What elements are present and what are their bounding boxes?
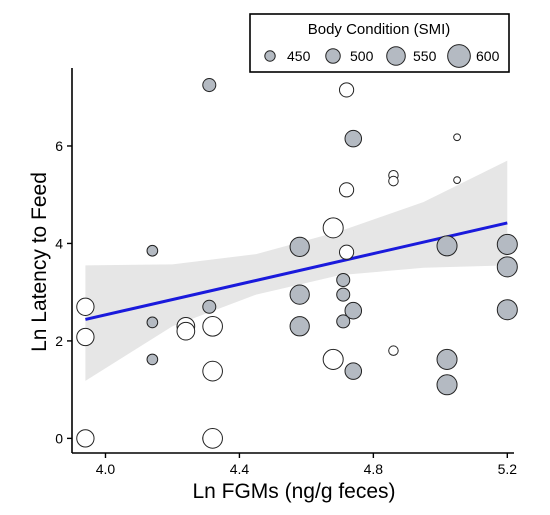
data-point [289,284,310,305]
x-axis-label: Ln FGMs (ng/g feces) [192,480,395,503]
data-point [202,428,223,449]
data-point [289,236,310,257]
data-point [322,348,344,370]
data-point [202,299,217,314]
y-tick-label: 2 [55,333,63,349]
data-point [344,129,363,148]
legend-symbol [386,46,406,66]
data-point [289,316,310,337]
data-point [388,175,399,187]
data-point [338,82,355,98]
data-point [344,301,363,320]
data-point [176,321,196,341]
x-tick-label: 5.2 [498,461,518,477]
x-tick-label: 4.0 [96,461,116,477]
data-point [496,299,518,321]
data-point [202,78,217,93]
data-point [202,315,223,337]
data-point [202,360,223,382]
data-point [76,327,95,347]
data-point [146,244,159,257]
legend-label: 500 [350,48,374,64]
legend-entries: 450 500 550 600 [264,44,500,68]
legend-title: Body Condition (SMI) [308,21,451,38]
data-point [76,297,95,316]
data-point [453,133,461,142]
x-tick-label: 4.4 [230,461,250,477]
legend-symbol [325,48,341,64]
data-point [338,182,355,198]
data-point [338,244,355,260]
data-point [436,348,458,370]
data-point [76,429,95,448]
data-point [436,235,458,257]
y-axis-label: Ln Latency to Feed [28,172,51,352]
legend-symbol [264,50,276,62]
data-point [336,314,351,329]
data-point [344,362,363,380]
regression-line-layer [85,221,508,321]
y-tick-label: 6 [55,138,63,154]
y-tick-label: 4 [55,235,63,251]
data-point [496,233,518,255]
data-point [336,287,351,302]
x-tick-label: 4.8 [364,461,384,477]
axes-layer: 4.0 4.4 4.8 5.2 0 2 4 6 [55,68,517,477]
data-point [336,272,351,288]
legend-label: 450 [287,48,311,64]
y-tick-label: 0 [55,430,63,446]
data-point [388,345,399,356]
legend: Body Condition (SMI) 450 500 550 600 [249,13,510,73]
points-layer [76,78,518,449]
legend-symbol [447,44,471,68]
legend-label: 600 [476,48,500,64]
regression-line [85,221,508,321]
data-point [146,316,159,329]
data-point [453,176,461,184]
data-point [146,353,159,366]
data-point [322,217,344,239]
data-point [496,256,518,278]
legend-label: 550 [413,48,437,64]
data-point [436,374,458,396]
